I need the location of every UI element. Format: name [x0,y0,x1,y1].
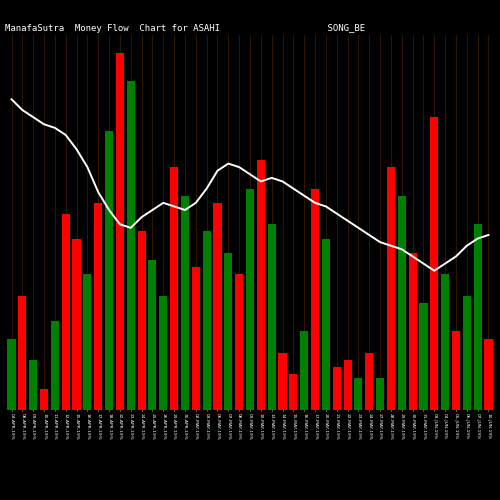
Bar [430,117,438,410]
Bar [365,353,374,410]
Bar [387,167,395,410]
Bar [126,82,135,410]
Bar [202,232,210,410]
Bar [311,188,319,410]
Bar [18,296,26,410]
Bar [354,378,362,410]
Bar [94,203,102,410]
Bar [62,214,70,410]
Bar [290,374,298,410]
Bar [148,260,156,410]
Bar [40,388,48,410]
Bar [192,267,200,410]
Bar [332,367,341,410]
Bar [257,160,265,410]
Bar [474,224,482,410]
Bar [84,274,92,410]
Bar [214,203,222,410]
Bar [51,320,59,410]
Bar [376,378,384,410]
Bar [246,188,254,410]
Bar [72,238,80,410]
Bar [398,196,406,410]
Bar [441,274,449,410]
Bar [484,338,492,410]
Bar [278,353,286,410]
Bar [268,224,276,410]
Bar [138,232,145,410]
Bar [116,53,124,410]
Text: ManafaSutra  Money Flow  Chart for ASAHI                    SONG_BE             : ManafaSutra Money Flow Chart for ASAHI S… [5,24,500,33]
Bar [224,253,232,410]
Bar [322,238,330,410]
Bar [29,360,38,410]
Bar [105,132,113,410]
Bar [300,332,308,410]
Bar [408,253,416,410]
Bar [344,360,351,410]
Bar [235,274,243,410]
Bar [420,303,428,410]
Bar [170,167,178,410]
Bar [159,296,168,410]
Bar [462,296,471,410]
Bar [452,332,460,410]
Bar [181,196,189,410]
Bar [8,338,16,410]
